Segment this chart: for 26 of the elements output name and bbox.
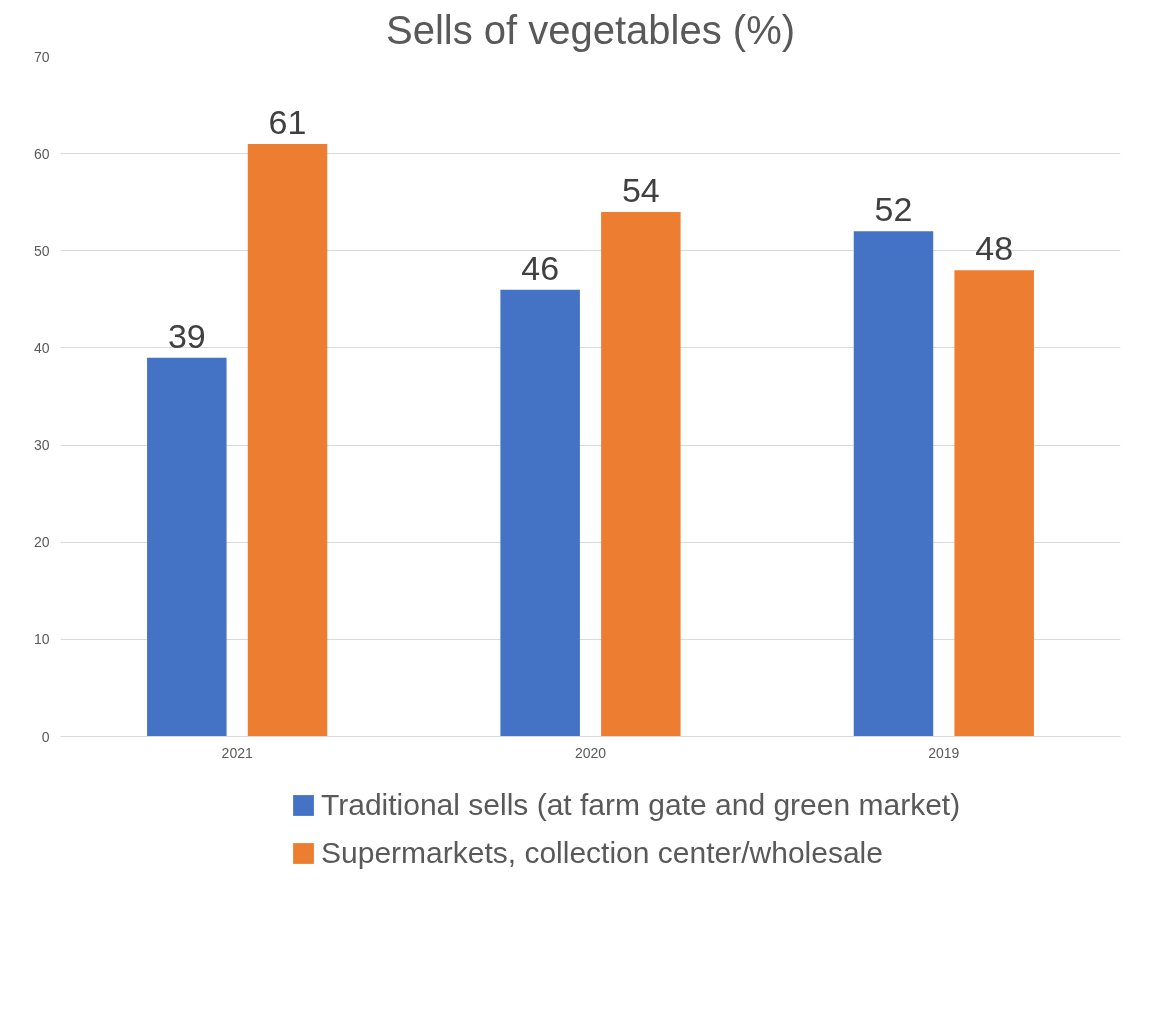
y-tick-label: 0 <box>41 728 50 745</box>
bar <box>500 289 580 737</box>
bar <box>147 357 227 737</box>
legend-label: Traditional sells (at farm gate and green market) <box>321 788 961 822</box>
y-tick-label: 20 <box>33 534 50 551</box>
x-tick-label: 2019 <box>928 744 960 761</box>
bar <box>247 143 328 737</box>
chart-title: Sells of vegetables (%) <box>385 7 796 52</box>
bar <box>853 231 934 737</box>
data-label: 61 <box>268 102 307 141</box>
y-tick-label: 50 <box>33 242 50 259</box>
data-label: 54 <box>621 170 660 209</box>
data-label: 48 <box>975 229 1014 268</box>
data-label: 52 <box>874 190 913 229</box>
y-tick-label: 40 <box>33 339 50 356</box>
bar <box>601 211 681 737</box>
legend-label: Supermarkets, collection center/wholesale <box>321 836 883 870</box>
data-label: 46 <box>521 248 560 287</box>
bar <box>954 270 1034 737</box>
y-tick-label: 30 <box>33 437 50 454</box>
data-label: 39 <box>167 316 206 355</box>
x-tick-label: 2020 <box>574 744 607 761</box>
y-tick-label: 60 <box>33 145 50 162</box>
y-tick-label: 70 <box>33 48 50 65</box>
y-tick-label: 10 <box>33 631 50 648</box>
x-tick-label: 2021 <box>221 744 253 761</box>
